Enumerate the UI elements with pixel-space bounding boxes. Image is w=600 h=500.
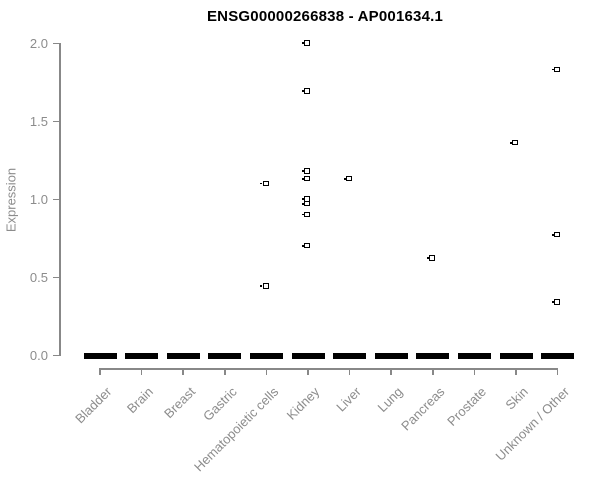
x-tick-label: Brain: [124, 384, 157, 417]
x-tick-label: Prostate: [444, 384, 490, 429]
zero-expression-bar: [291, 352, 325, 359]
zero-expression-bar: [208, 352, 242, 359]
x-tick-label: Skin: [502, 384, 531, 413]
x-axis-tick: [307, 368, 309, 375]
x-tick-label: Lung: [374, 384, 406, 416]
data-point: [301, 242, 311, 249]
x-axis-line: [100, 368, 558, 370]
zero-expression-bar: [499, 352, 533, 359]
x-tick-label: Kidney: [283, 384, 323, 423]
x-axis-tick: [556, 368, 559, 375]
x-axis-tick: [99, 368, 101, 375]
x-axis-tick: [515, 368, 517, 375]
data-point: [551, 299, 560, 305]
zero-expression-bar: [374, 352, 408, 359]
x-tick-label: Unknown / Other: [492, 384, 573, 464]
chart-title: ENSG00000266838 - AP001634.1: [206, 8, 444, 25]
x-axis-tick: [265, 368, 268, 375]
x-tick-label: Gastric: [199, 384, 240, 424]
data-point: [509, 139, 519, 146]
x-axis-tick: [182, 368, 184, 375]
data-point: [426, 255, 436, 261]
zero-expression-bar: [125, 352, 159, 359]
x-tick-label: Breast: [160, 384, 198, 422]
zero-expression-bar: [249, 352, 283, 359]
x-axis-tick: [473, 368, 476, 375]
x-tick-label: Pancreas: [397, 384, 448, 434]
data-point: [551, 231, 560, 238]
y-tick-label: 2.0: [29, 35, 48, 51]
y-tick-label: 0.0: [29, 347, 48, 363]
y-axis-tick: [52, 276, 60, 279]
x-axis-tick: [348, 368, 351, 375]
data-point: [551, 66, 560, 73]
data-point: [301, 175, 311, 182]
zero-expression-bar: [541, 352, 575, 359]
x-axis-tick: [224, 368, 226, 375]
data-point: [301, 200, 311, 207]
y-tick-label: 0.5: [29, 269, 48, 285]
zero-expression-bar: [416, 352, 450, 359]
zero-expression-bar: [457, 352, 491, 359]
data-point: [301, 168, 311, 174]
x-axis-tick: [432, 368, 434, 375]
y-axis-tick: [52, 120, 60, 123]
data-point: [301, 88, 311, 94]
y-axis-tick: [52, 198, 60, 201]
zero-expression-bar: [83, 352, 117, 359]
y-tick-label: 1.0: [29, 191, 48, 207]
zero-expression-bar: [166, 352, 200, 359]
data-point: [260, 283, 269, 289]
x-tick-label: Bladder: [72, 384, 115, 427]
data-point: [343, 175, 352, 182]
x-axis-tick: [140, 368, 143, 375]
data-point: [301, 211, 311, 218]
data-point: [301, 40, 311, 46]
y-axis-tick: [52, 354, 60, 357]
y-axis-tick: [52, 42, 60, 45]
y-tick-label: 1.5: [29, 113, 48, 129]
x-tick-label: Liver: [333, 384, 365, 415]
x-axis-tick: [390, 368, 392, 375]
zero-expression-bar: [333, 352, 367, 359]
y-axis-line: [59, 43, 61, 356]
data-point: [260, 180, 269, 186]
